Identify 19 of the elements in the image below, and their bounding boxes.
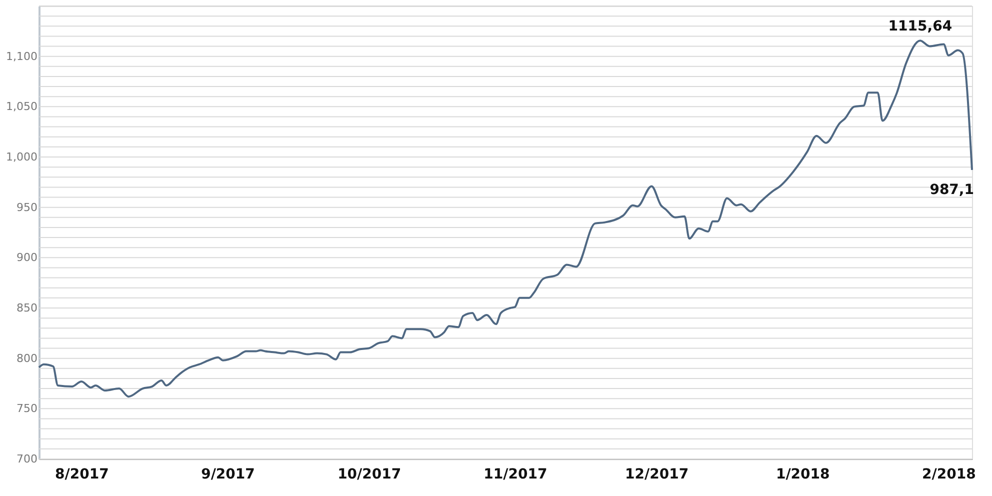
y-tick-label: 950 — [16, 200, 38, 214]
x-tick-label: 11/2017 — [484, 466, 548, 482]
line-series — [38, 40, 973, 398]
y-tick-label: 850 — [16, 302, 38, 314]
y-tick-label: 700 — [16, 452, 38, 466]
y-tick-label: 750 — [16, 402, 38, 416]
y-tick-label: 1,100 — [6, 50, 38, 63]
x-tick-label: 9/2017 — [201, 466, 255, 482]
y-tick-label: 800 — [16, 352, 38, 365]
x-tick-label: 12/2017 — [625, 466, 689, 482]
y-tick-label: 1,050 — [6, 100, 38, 114]
y-tick-label: 1,000 — [6, 150, 38, 164]
x-tick-label: 10/2017 — [338, 466, 402, 482]
x-tick-label: 8/2017 — [54, 466, 109, 482]
annotation: 987,1 — [930, 182, 974, 198]
annotation: 1115,64 — [888, 18, 952, 35]
y-tick-label: 900 — [16, 251, 38, 264]
x-tick-label: 2/2018 — [922, 466, 976, 482]
x-tick-label: 1/2018 — [776, 466, 830, 482]
